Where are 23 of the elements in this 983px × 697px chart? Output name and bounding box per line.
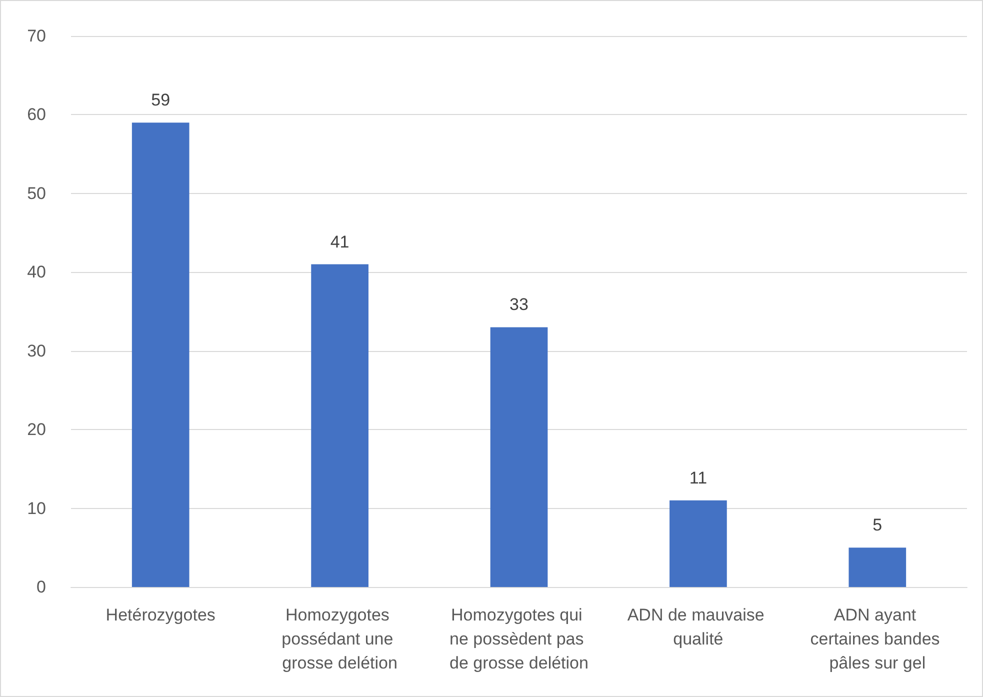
- data-label: 33: [510, 295, 528, 314]
- y-tick-label: 40: [27, 262, 46, 282]
- data-label: 59: [151, 90, 170, 110]
- data-label: 5: [872, 516, 882, 535]
- y-tick-label: 50: [27, 184, 46, 203]
- y-tick-label: 70: [27, 26, 46, 46]
- x-tick-label: ADN ayant certaines bandes pâles sur gel: [810, 606, 944, 672]
- bar: [311, 264, 368, 587]
- y-tick-label: 20: [27, 420, 46, 440]
- x-tick-label: Homozygotes qui ne possèdent pas de grosse delétion: [450, 606, 588, 672]
- bar: [670, 500, 727, 587]
- y-tick-label: 60: [27, 105, 46, 124]
- data-label: 41: [330, 232, 350, 252]
- y-tick-label: 0: [36, 578, 46, 596]
- x-tick-label: Homozygotes possédant une grosse delétion: [282, 606, 398, 672]
- y-tick-label: 10: [27, 498, 46, 518]
- data-label: 11: [689, 468, 708, 488]
- x-tick-label: Hetérozygotes: [106, 606, 216, 624]
- bar: [490, 327, 548, 587]
- y-tick-label: 30: [27, 341, 46, 360]
- bar: [132, 122, 190, 587]
- x-tick-label: ADN de mauvaise qualité: [627, 606, 770, 648]
- bar: [848, 548, 906, 587]
